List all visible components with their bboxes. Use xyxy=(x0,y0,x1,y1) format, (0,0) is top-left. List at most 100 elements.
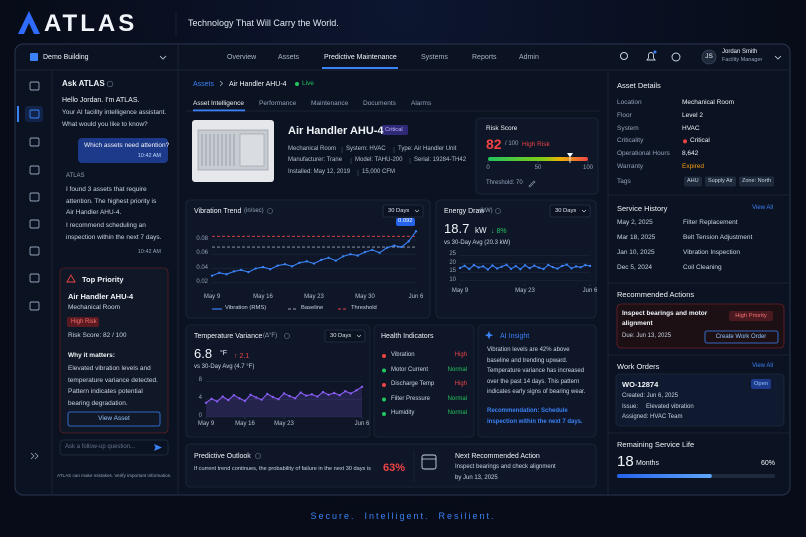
history-item: Coil Cleaning xyxy=(683,264,722,271)
user-bubble xyxy=(78,138,168,163)
point xyxy=(232,394,236,397)
rail-icon[interactable] xyxy=(29,246,40,256)
tab[interactable]: Alarms xyxy=(411,100,432,107)
tab[interactable]: Maintenance xyxy=(311,100,349,107)
detail-value: Level 2 xyxy=(682,111,703,119)
building-selector[interactable]: Demo Building xyxy=(43,54,89,61)
button[interactable] xyxy=(704,330,779,344)
indicator-status: High xyxy=(454,381,467,387)
nav-item[interactable]: Assets xyxy=(278,54,300,61)
footer-tagline: Secure. Intelligent. Resilient. xyxy=(310,511,496,521)
chart-title: Energy Draw xyxy=(444,208,485,215)
rail-icon[interactable] xyxy=(29,219,40,229)
rail-icon[interactable] xyxy=(29,109,40,119)
panel xyxy=(59,267,169,434)
point xyxy=(271,395,275,399)
reading-value: 18.7 xyxy=(444,221,470,236)
breadcrumb[interactable]: Assets xyxy=(193,81,215,88)
dropdown-label[interactable]: 30 Days xyxy=(388,207,410,214)
dropdown[interactable] xyxy=(382,204,424,218)
point xyxy=(327,393,330,396)
dropdown[interactable] xyxy=(324,329,366,343)
point xyxy=(305,260,308,263)
rail-icon[interactable] xyxy=(29,273,40,283)
life-value: 18 xyxy=(617,453,634,470)
priority-heading: Top Priority xyxy=(82,275,124,284)
point xyxy=(243,399,247,403)
legend-label: Threshold xyxy=(351,305,377,311)
user-role: Facility Manager xyxy=(722,57,763,63)
point xyxy=(574,265,578,268)
risk-title: Risk Score xyxy=(486,125,518,132)
point xyxy=(260,398,263,401)
link[interactable]: View All xyxy=(752,205,773,211)
send-icon[interactable] xyxy=(154,444,162,451)
point xyxy=(227,398,230,402)
dropdown-label[interactable]: 30 Days xyxy=(555,207,577,214)
link[interactable]: View All xyxy=(752,363,773,369)
indicator-status: Normal xyxy=(447,410,467,416)
risk-badge: High Risk xyxy=(71,319,97,325)
avatar-initials: JS xyxy=(705,53,713,60)
x-tick-label: May 9 xyxy=(203,294,221,300)
y-tick-label: 0.06 xyxy=(196,250,208,257)
threshold-label: Threshold: 70 xyxy=(486,180,523,186)
tab[interactable]: Documents xyxy=(363,100,396,107)
history-date: Jan 10, 2025 xyxy=(617,249,655,256)
sender: ATLAS xyxy=(66,173,85,179)
reading-comparison: vs 30-Day Avg (4.7 °F) xyxy=(194,364,255,370)
rail-icon[interactable] xyxy=(29,137,40,147)
x-tick-label: Jun 6 xyxy=(582,288,598,294)
legend-label: Vibration (RMS) xyxy=(225,305,267,311)
nav-active-underline xyxy=(322,67,398,69)
input-placeholder[interactable]: Ask a follow-up question... xyxy=(65,444,136,450)
button-label[interactable]: View Asset xyxy=(98,415,130,422)
risk-status: High Risk xyxy=(522,141,550,148)
indicator-status: High xyxy=(454,352,467,358)
nav-item[interactable]: Systems xyxy=(421,54,448,61)
nav-item[interactable]: Reports xyxy=(472,54,497,61)
calendar-icon xyxy=(421,454,437,470)
edit-icon[interactable] xyxy=(528,180,536,188)
button[interactable] xyxy=(67,411,161,427)
tab[interactable]: Asset Intelligence xyxy=(193,100,244,107)
point xyxy=(472,263,476,267)
tab[interactable]: Performance xyxy=(259,100,297,107)
x-tick-label: May 9 xyxy=(197,421,215,427)
notification-icon[interactable] xyxy=(646,52,656,61)
tag: AHU xyxy=(687,178,699,184)
work-order-created: Created: Jun 6, 2025 xyxy=(622,393,679,399)
breadcrumb-current: Air Handler AHU-4 xyxy=(229,81,287,88)
point xyxy=(584,263,587,267)
dropdown-label[interactable]: 30 Days xyxy=(330,332,352,339)
detail-label: Location xyxy=(617,99,642,106)
nav-item[interactable]: Overview xyxy=(227,54,257,61)
help-icon[interactable] xyxy=(671,52,681,62)
rail-icon[interactable] xyxy=(29,165,40,175)
rail-icon[interactable] xyxy=(29,192,40,202)
priority-score: Risk Score: 82 / 100 xyxy=(68,332,127,339)
x-tick-label: May 16 xyxy=(235,421,255,427)
nav-item[interactable]: Admin xyxy=(519,54,539,61)
nav-item[interactable]: Predictive Maintenance xyxy=(324,54,397,61)
progress-fill xyxy=(617,474,712,478)
point xyxy=(570,267,573,270)
rail-icon[interactable] xyxy=(29,301,40,311)
indicator-name: Filter Pressure xyxy=(391,395,431,402)
point xyxy=(519,267,522,271)
button-label[interactable]: Create Work Order xyxy=(715,333,767,340)
rail-icon[interactable] xyxy=(29,81,40,91)
y-tick-label: 10 xyxy=(449,276,456,283)
area xyxy=(206,386,362,417)
point xyxy=(218,271,221,275)
y-tick-label: 25 xyxy=(449,251,456,258)
chat-input[interactable] xyxy=(59,439,169,456)
point xyxy=(344,390,347,393)
point xyxy=(542,267,545,271)
asset-meta: Model: TAHU-200 xyxy=(355,157,403,163)
dropdown[interactable] xyxy=(549,204,591,218)
work-order-value: HVAC Team xyxy=(650,414,683,420)
search-icon[interactable] xyxy=(620,52,628,60)
chart-unit: (Δ°F) xyxy=(263,332,278,339)
